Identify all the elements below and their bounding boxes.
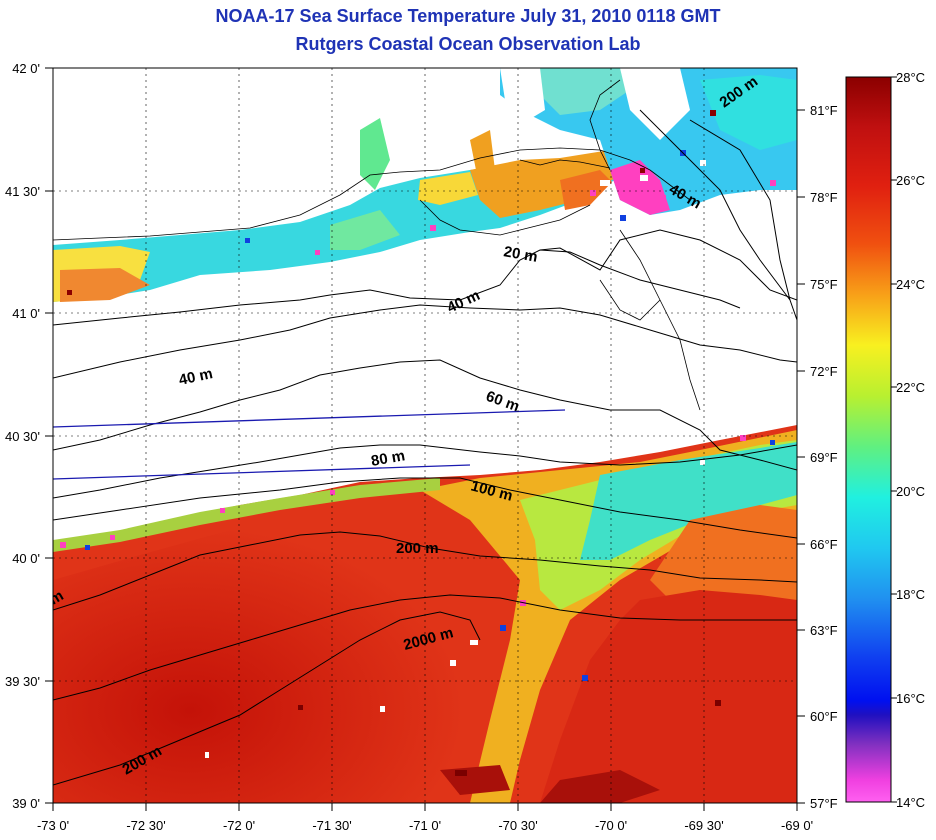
lat-label: 41 30' xyxy=(5,184,40,199)
lon-label: -69 30' xyxy=(684,818,723,833)
contour-label: 40 m xyxy=(177,365,214,389)
fahrenheit-label: 75°F xyxy=(810,277,838,292)
fahrenheit-label: 66°F xyxy=(810,537,838,552)
lon-label: -72 0' xyxy=(223,818,255,833)
celsius-label: 20°C xyxy=(896,484,925,499)
lat-label: 42 0' xyxy=(12,61,40,76)
lon-label: -72 30' xyxy=(126,818,165,833)
celsius-label: 24°C xyxy=(896,277,925,292)
celsius-label: 14°C xyxy=(896,795,925,810)
lat-label: 40 30' xyxy=(5,429,40,444)
contour-label: 20 m xyxy=(502,243,539,266)
lon-label: -71 0' xyxy=(409,818,441,833)
temperature-colorbar xyxy=(845,76,892,803)
lat-label: 40 0' xyxy=(12,551,40,566)
map-title: NOAA-17 Sea Surface Temperature July 31,… xyxy=(215,6,721,26)
lon-label: -70 0' xyxy=(595,818,627,833)
lat-label: 41 0' xyxy=(12,306,40,321)
celsius-label: 16°C xyxy=(896,691,925,706)
contour-label: 200 m xyxy=(396,540,439,557)
tick-marks xyxy=(45,67,805,811)
fahrenheit-label: 72°F xyxy=(810,364,838,379)
lon-label: -73 0' xyxy=(37,818,69,833)
lat-label: 39 30' xyxy=(5,674,40,689)
fahrenheit-label: 69°F xyxy=(810,450,838,465)
celsius-label: 26°C xyxy=(896,173,925,188)
contour-label: 80 m xyxy=(370,447,407,470)
celsius-label: 18°C xyxy=(896,587,925,602)
fahrenheit-label: 63°F xyxy=(810,623,838,638)
lon-label: -71 30' xyxy=(312,818,351,833)
fahrenheit-label: 78°F xyxy=(810,190,838,205)
graticule xyxy=(53,68,797,803)
lon-label: -70 30' xyxy=(498,818,537,833)
lat-label: 39 0' xyxy=(12,796,40,811)
fahrenheit-label: 60°F xyxy=(810,709,838,724)
fahrenheit-label: 57°F xyxy=(810,796,838,811)
celsius-label: 22°C xyxy=(896,380,925,395)
celsius-label: 28°C xyxy=(896,70,925,85)
lon-label: -69 0' xyxy=(781,818,813,833)
fahrenheit-label: 81°F xyxy=(810,103,838,118)
map-subtitle: Rutgers Coastal Ocean Observation Lab xyxy=(295,34,641,54)
